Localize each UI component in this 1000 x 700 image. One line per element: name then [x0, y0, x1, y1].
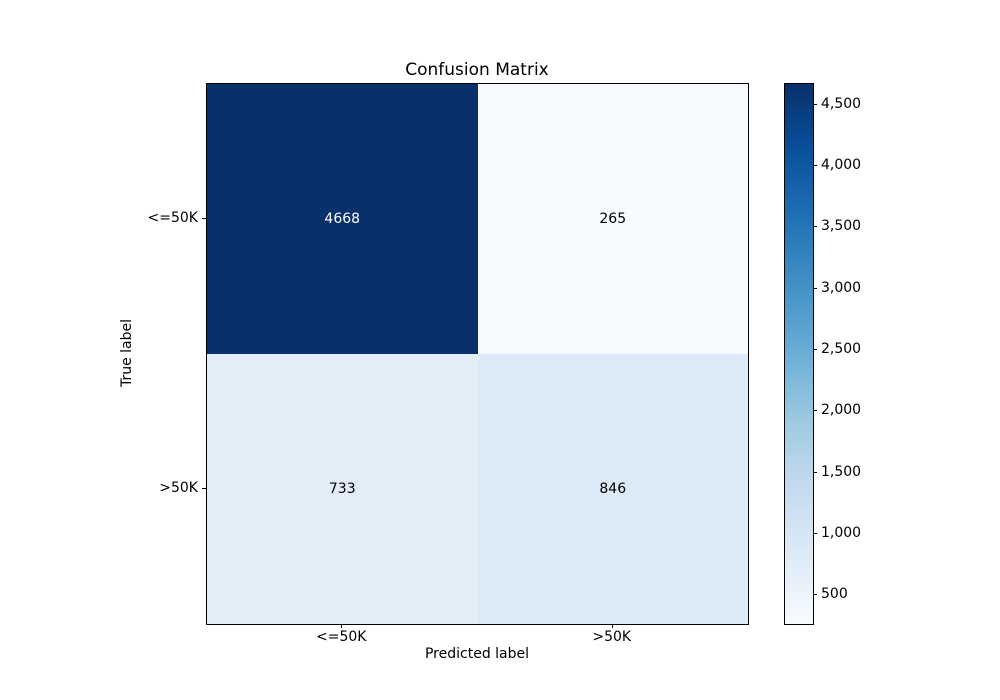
chart-title: Confusion Matrix [405, 60, 549, 80]
colorbar-tick-label: 3,500 [821, 218, 862, 235]
colorbar-tick-label: 4,500 [821, 95, 862, 112]
colorbar-tick-label: 1,000 [821, 524, 862, 541]
y-tick-mark [202, 488, 206, 489]
colorbar-tick-mark [813, 164, 817, 166]
y-tick-label: >50K [159, 480, 198, 496]
colorbar-tick-mark [813, 532, 817, 534]
colorbar-tick-label: 4,000 [821, 156, 862, 173]
heatmap-cell: 4668 [207, 84, 478, 354]
x-tick-label: <=50K [316, 629, 367, 645]
colorbar-tick-label: 2,500 [821, 340, 862, 357]
x-axis-label: Predicted label [424, 646, 530, 662]
y-axis-label: True label [119, 318, 135, 388]
colorbar-tick-label: 1,500 [821, 463, 862, 480]
colorbar-tick-label: 500 [821, 586, 848, 603]
y-tick-mark [202, 218, 206, 219]
x-tick-mark [611, 624, 613, 628]
x-tick-label: >50K [592, 629, 632, 645]
colorbar-tick-mark [813, 348, 817, 350]
colorbar-tick-mark [813, 594, 817, 596]
colorbar [784, 83, 814, 625]
y-tick-label: <=50K [147, 210, 198, 226]
x-tick-mark [341, 624, 343, 628]
heatmap-cell: 846 [477, 354, 748, 624]
heatmap-cell: 733 [207, 354, 478, 624]
heatmap-cell: 265 [477, 84, 748, 354]
colorbar-tick-mark [813, 287, 817, 289]
colorbar-tick-mark [813, 226, 817, 228]
colorbar-tick-label: 2,000 [821, 402, 862, 419]
colorbar-tick-mark [813, 471, 817, 473]
colorbar-tick-label: 3,000 [821, 279, 862, 296]
colorbar-tick-mark [813, 103, 817, 105]
heatmap-plot: 4668 265 733 846 [206, 83, 749, 625]
colorbar-tick-mark [813, 410, 817, 412]
